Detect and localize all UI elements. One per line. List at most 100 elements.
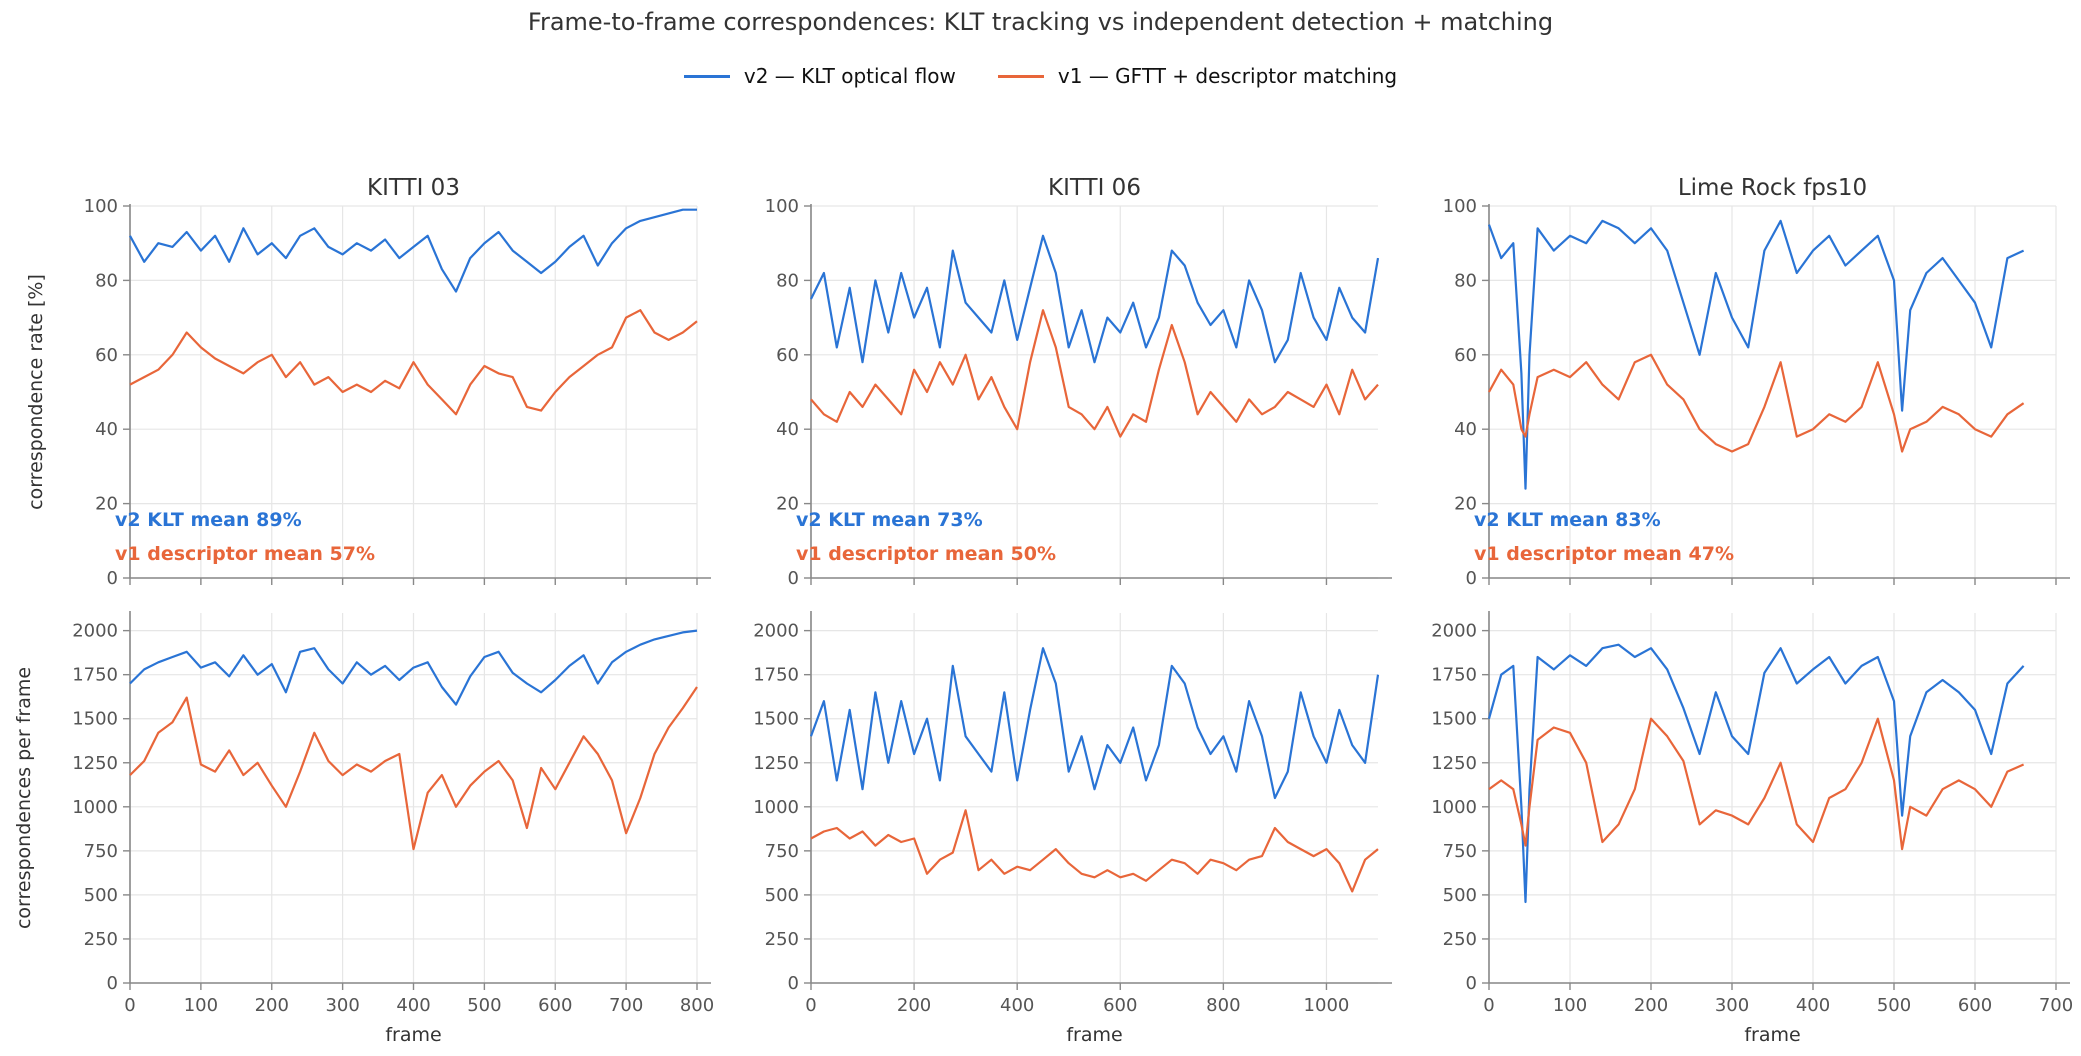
y-tick-label: 20: [95, 494, 118, 515]
legend-item-descriptor: v1 — GFTT + descriptor matching: [997, 64, 1398, 88]
annotation-descriptor-mean: v1 descriptor mean 57%: [115, 543, 375, 565]
x-tick-label: 100: [184, 995, 218, 1016]
y-tick-label: 250: [1443, 929, 1477, 950]
y-tick-label: 0: [107, 973, 118, 994]
y-tick-label: 40: [95, 419, 118, 440]
x-tick-label: 400: [1000, 995, 1034, 1016]
y-tick-label: 1000: [72, 797, 118, 818]
series-line-descriptor: [810, 309, 1379, 438]
series-line-klt: [810, 234, 1380, 364]
legend-label-descriptor: v1 — GFTT + descriptor matching: [1057, 64, 1398, 88]
y-tick-label: 500: [1443, 885, 1477, 906]
y-tick-label: 100: [765, 196, 799, 217]
y-tick-label: 0: [1466, 973, 1477, 994]
y-tick-label: 250: [765, 929, 799, 950]
series-line-klt: [1487, 219, 2025, 490]
y-tick-label: 1750: [72, 665, 118, 686]
x-tick-label: 600: [538, 995, 572, 1016]
y-tick-label: 80: [776, 270, 799, 291]
x-tick-label: 200: [255, 995, 289, 1016]
x-axis-label: frame: [1744, 1024, 1800, 1046]
y-tick-label: 2000: [1431, 621, 1477, 642]
series-line-descriptor: [1488, 353, 2025, 453]
y-tick-label: 100: [84, 196, 118, 217]
y-axis-label: correspondences per frame: [13, 667, 35, 929]
x-tick-label: 600: [1103, 995, 1137, 1016]
y-tick-label: 1500: [1431, 709, 1477, 730]
x-tick-label: 500: [1877, 995, 1911, 1016]
subplot-2: [804, 204, 1392, 585]
y-tick-label: 2000: [72, 621, 118, 642]
annotation-descriptor-mean: v1 descriptor mean 50%: [796, 543, 1056, 565]
x-tick-label: 0: [805, 995, 816, 1016]
annotation-klt-mean: v2 KLT mean 73%: [796, 509, 983, 531]
x-tick-label: 200: [1634, 995, 1668, 1016]
x-tick-label: 400: [396, 995, 430, 1016]
series-line-descriptor: [129, 686, 698, 851]
subplot-3: [1482, 204, 2070, 585]
annotation-klt-mean: v2 KLT mean 89%: [115, 509, 302, 531]
series-line-klt: [809, 647, 1380, 800]
y-tick-label: 60: [95, 345, 118, 366]
legend-item-klt: v2 — KLT optical flow: [683, 64, 956, 88]
y-tick-label: 40: [1454, 419, 1477, 440]
subplot-title: KITTI 03: [367, 175, 460, 201]
subplot-title: KITTI 06: [1048, 175, 1141, 201]
y-axis-label: correspondence rate [%]: [25, 274, 47, 510]
y-tick-label: 1250: [72, 753, 118, 774]
series-line-descriptor: [129, 309, 698, 416]
legend-label-klt: v2 — KLT optical flow: [743, 64, 956, 88]
x-tick-label: 100: [1553, 995, 1587, 1016]
series-line-klt: [129, 629, 698, 706]
x-axis-label: frame: [1066, 1024, 1122, 1046]
y-tick-label: 60: [776, 345, 799, 366]
subplot-1: [123, 204, 711, 585]
x-tick-label: 700: [609, 995, 643, 1016]
y-tick-label: 1000: [753, 797, 799, 818]
series-line-descriptor: [810, 809, 1379, 893]
y-tick-label: 500: [84, 885, 118, 906]
y-tick-label: 1000: [1431, 797, 1477, 818]
legend: v2 — KLT optical flow v1 — GFTT + descri…: [0, 64, 2081, 88]
y-tick-label: 500: [765, 885, 799, 906]
x-tick-label: 200: [897, 995, 931, 1016]
x-tick-label: 300: [1715, 995, 1749, 1016]
subplot-6: [1482, 611, 2070, 990]
y-tick-label: 1250: [1431, 753, 1477, 774]
subplot-4: [123, 611, 711, 990]
figure-title: Frame-to-frame correspondences: KLT trac…: [527, 8, 1554, 36]
y-tick-label: 40: [776, 419, 799, 440]
x-tick-label: 800: [1206, 995, 1240, 1016]
y-tick-label: 750: [1443, 841, 1477, 862]
y-tick-label: 1500: [72, 709, 118, 730]
y-tick-label: 1750: [1431, 665, 1477, 686]
x-tick-label: 800: [680, 995, 714, 1016]
x-tick-label: 400: [1796, 995, 1830, 1016]
subplot-title: Lime Rock fps10: [1678, 175, 1867, 201]
x-tick-label: 500: [467, 995, 501, 1016]
y-tick-label: 2000: [753, 621, 799, 642]
annotation-descriptor-mean: v1 descriptor mean 47%: [1474, 543, 1734, 565]
x-tick-label: 0: [124, 995, 135, 1016]
series-line-descriptor: [1488, 717, 2025, 851]
y-tick-label: 750: [84, 841, 118, 862]
y-tick-label: 0: [788, 568, 799, 589]
legend-swatch-klt: [683, 74, 730, 78]
series-line-klt: [129, 208, 697, 293]
y-tick-label: 80: [1454, 270, 1477, 291]
y-tick-label: 0: [788, 973, 799, 994]
series-line-klt: [1487, 643, 2025, 904]
y-tick-label: 20: [1454, 494, 1477, 515]
x-axis-label: frame: [385, 1024, 441, 1046]
legend-swatch-descriptor: [997, 74, 1044, 78]
x-tick-label: 600: [1958, 995, 1992, 1016]
y-tick-label: 750: [765, 841, 799, 862]
y-tick-label: 80: [95, 270, 118, 291]
y-tick-label: 1250: [753, 753, 799, 774]
y-tick-label: 250: [84, 929, 118, 950]
x-tick-label: 700: [2039, 995, 2073, 1016]
y-tick-label: 1500: [753, 709, 799, 730]
y-tick-label: 20: [776, 494, 799, 515]
